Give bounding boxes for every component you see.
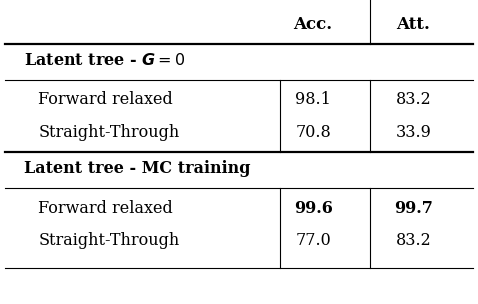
Text: Att.: Att.: [397, 16, 430, 33]
Text: Straight-Through: Straight-Through: [38, 232, 180, 249]
Text: Acc.: Acc.: [293, 16, 333, 33]
Text: Forward relaxed: Forward relaxed: [38, 91, 173, 108]
Text: 98.1: 98.1: [295, 91, 331, 108]
Text: 99.6: 99.6: [293, 200, 333, 217]
Text: Latent tree - $\boldsymbol{G} = 0$: Latent tree - $\boldsymbol{G} = 0$: [24, 52, 185, 69]
Text: Forward relaxed: Forward relaxed: [38, 200, 173, 217]
Text: 83.2: 83.2: [396, 91, 431, 108]
Text: 99.7: 99.7: [394, 200, 433, 217]
Text: Straight-Through: Straight-Through: [38, 124, 180, 141]
Text: 33.9: 33.9: [395, 124, 432, 141]
Text: 83.2: 83.2: [396, 232, 431, 249]
Text: Latent tree - MC training: Latent tree - MC training: [24, 160, 250, 177]
Text: 70.8: 70.8: [295, 124, 331, 141]
Text: 77.0: 77.0: [295, 232, 331, 249]
